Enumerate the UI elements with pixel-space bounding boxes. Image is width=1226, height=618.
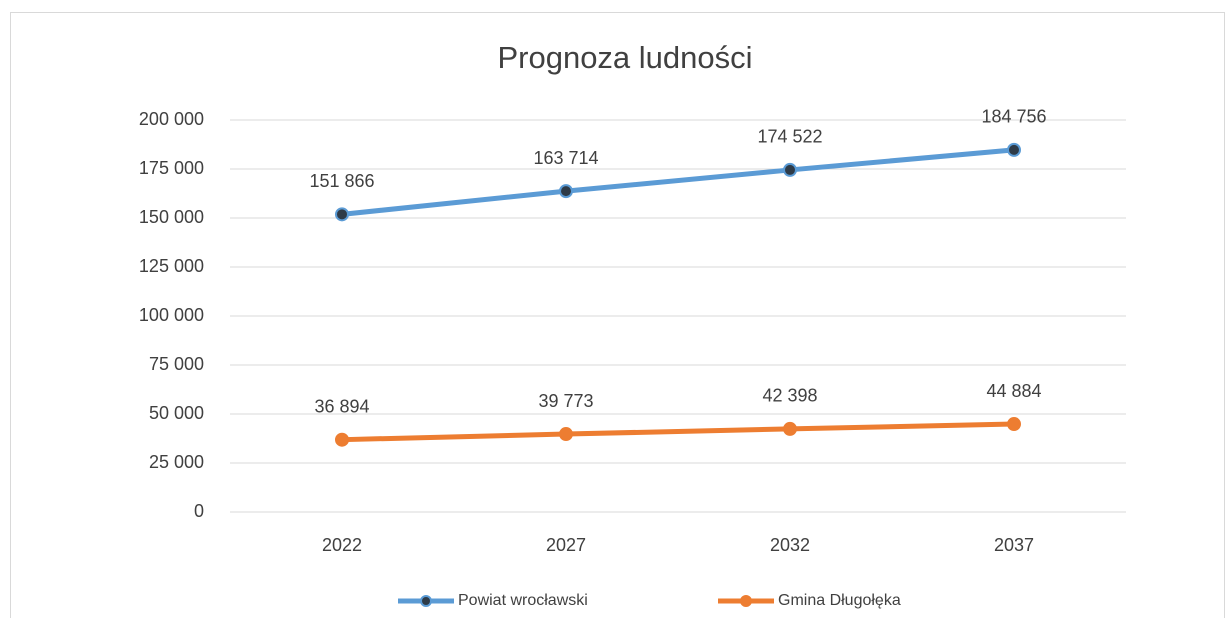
- data-label: 151 866: [309, 171, 374, 191]
- marker: [559, 427, 573, 442]
- y-tick-label: 75 000: [149, 354, 204, 374]
- data-label: 36 894: [314, 396, 369, 416]
- marker: [1007, 142, 1021, 157]
- x-tick-label: 2032: [770, 535, 810, 555]
- legend-marker: [740, 595, 752, 607]
- legend-label: Powiat wrocławski: [458, 592, 588, 609]
- marker: [559, 184, 573, 199]
- series-line: [339, 421, 1017, 443]
- y-tick-label: 50 000: [149, 403, 204, 423]
- marker: [335, 432, 349, 447]
- y-tick-label: 200 000: [139, 109, 204, 129]
- x-tick-label: 2022: [322, 535, 362, 555]
- series-line: [339, 147, 1017, 217]
- data-label: 44 884: [986, 381, 1041, 401]
- x-tick-label: 2037: [994, 535, 1034, 555]
- data-label: 174 522: [757, 127, 822, 147]
- marker: [1007, 417, 1021, 432]
- legend-marker: [420, 595, 432, 607]
- marker: [335, 207, 349, 222]
- data-label: 39 773: [538, 391, 593, 411]
- x-tick-label: 2027: [546, 535, 586, 555]
- marker: [783, 421, 797, 436]
- y-tick-label: 0: [194, 501, 204, 521]
- y-tick-label: 25 000: [149, 452, 204, 472]
- y-tick-label: 175 000: [139, 158, 204, 178]
- legend-label: Gmina Długołęka: [778, 592, 901, 609]
- marker: [783, 162, 797, 177]
- data-label: 163 714: [533, 148, 598, 168]
- chart-border: [10, 12, 1225, 618]
- chart-title: Prognoza ludności: [497, 40, 752, 75]
- y-tick-label: 100 000: [139, 305, 204, 325]
- y-tick-label: 150 000: [139, 207, 204, 227]
- data-label: 42 398: [762, 386, 817, 406]
- data-label: 184 756: [981, 107, 1046, 127]
- y-tick-label: 125 000: [139, 256, 204, 276]
